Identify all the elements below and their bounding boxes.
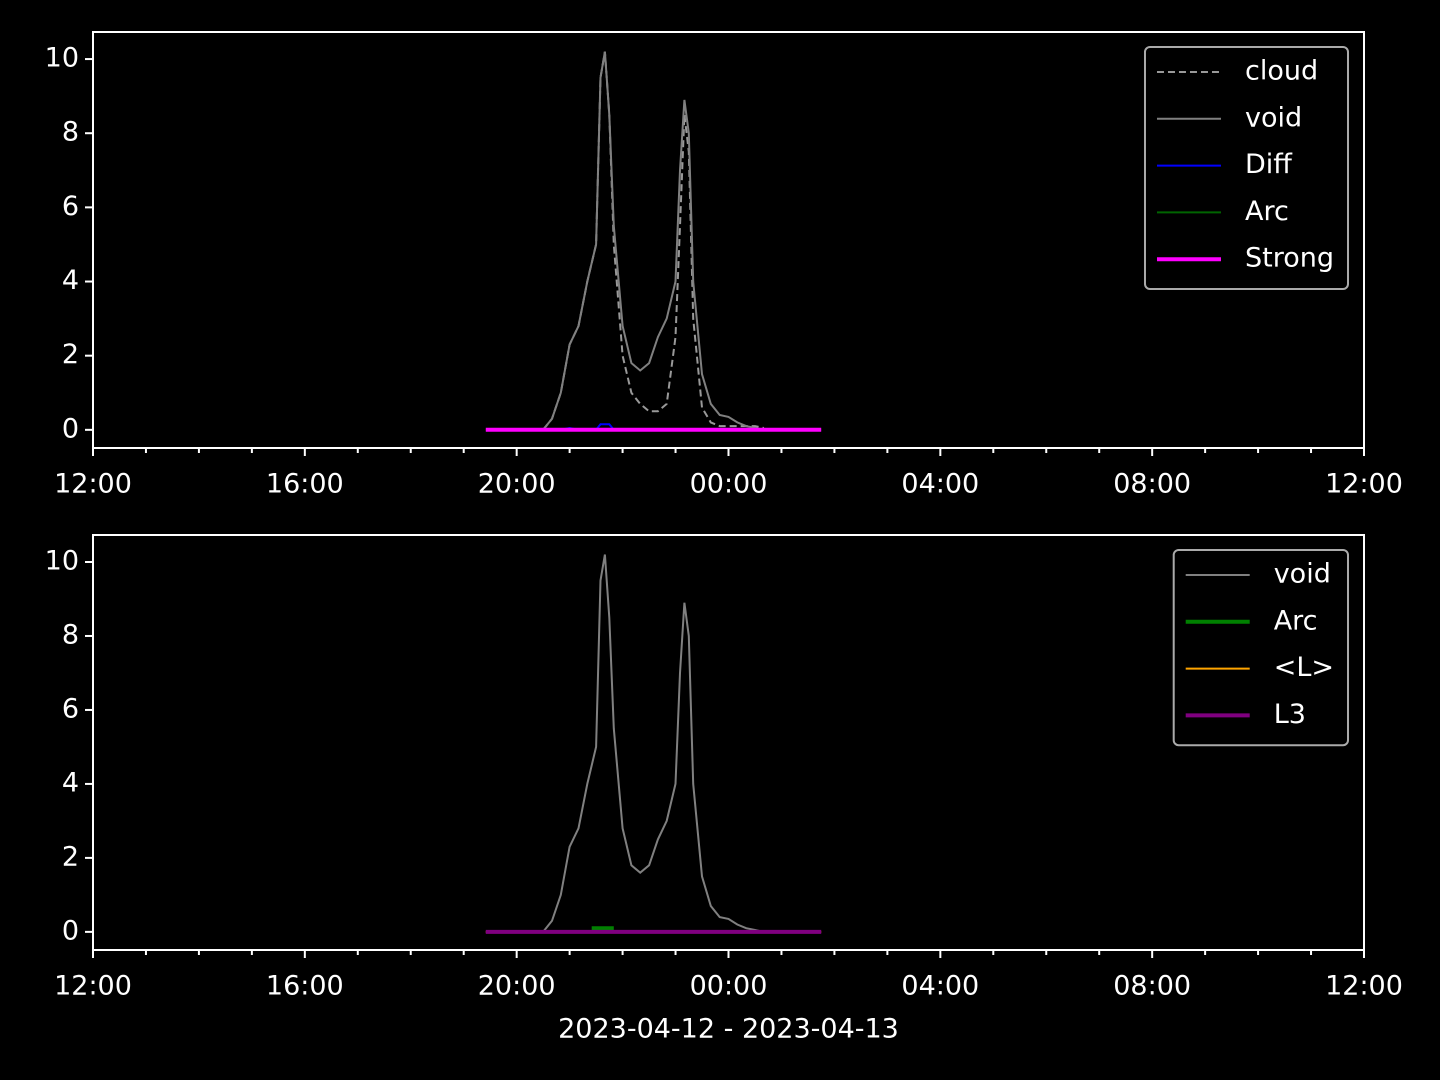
legend-label: <L> <box>1274 652 1334 683</box>
series-line <box>542 51 765 431</box>
y-tick-label: 2 <box>62 841 79 872</box>
y-tick-label: 10 <box>45 43 79 74</box>
legend-frame <box>1172 549 1349 747</box>
legend-label: L3 <box>1274 699 1306 730</box>
y-tick-label: 8 <box>62 117 79 148</box>
legend-frame <box>1143 46 1349 290</box>
y-tick-label: 8 <box>62 619 79 650</box>
y-tick-label: 6 <box>62 191 79 222</box>
y-tick-label: 4 <box>62 767 79 798</box>
y-tick-label: 10 <box>45 546 79 577</box>
x-tick-label: 04:00 <box>901 469 979 500</box>
x-tick-label: 00:00 <box>690 971 768 1002</box>
x-tick-label: 16:00 <box>266 469 344 500</box>
y-tick-label: 4 <box>62 265 79 296</box>
x-tick-label: 12:00 <box>54 971 132 1002</box>
legend: void Arc <L> L3 <box>1172 549 1349 747</box>
x-tick-label: 12:00 <box>1325 971 1403 1002</box>
x-tick-label: 20:00 <box>478 469 556 500</box>
legend-label: void <box>1274 559 1331 590</box>
y-tick-label: 0 <box>62 413 79 444</box>
x-axis-label: 2023-04-12 - 2023-04-13 <box>558 1014 899 1045</box>
legend: cloud void Diff Arc Strong <box>1143 46 1349 290</box>
legend-label: Arc <box>1274 605 1318 636</box>
x-tick-label: 08:00 <box>1113 971 1191 1002</box>
y-tick-label: 0 <box>62 915 79 946</box>
x-tick-label: 08:00 <box>1113 469 1191 500</box>
legend-label: Arc <box>1245 196 1289 227</box>
x-tick-label: 12:00 <box>54 469 132 500</box>
legend-label: cloud <box>1245 56 1318 87</box>
legend-label: void <box>1245 102 1302 133</box>
x-tick-label: 20:00 <box>478 971 556 1002</box>
x-tick-label: 16:00 <box>266 971 344 1002</box>
legend-label: Strong <box>1245 243 1334 274</box>
x-tick-label: 12:00 <box>1325 469 1403 500</box>
x-tick-label: 00:00 <box>690 469 768 500</box>
x-tick-label: 04:00 <box>901 971 979 1002</box>
series-line <box>542 51 765 431</box>
y-tick-label: 2 <box>62 339 79 370</box>
series-line <box>542 554 765 933</box>
legend-label: Diff <box>1245 149 1293 180</box>
y-tick-label: 6 <box>62 693 79 724</box>
